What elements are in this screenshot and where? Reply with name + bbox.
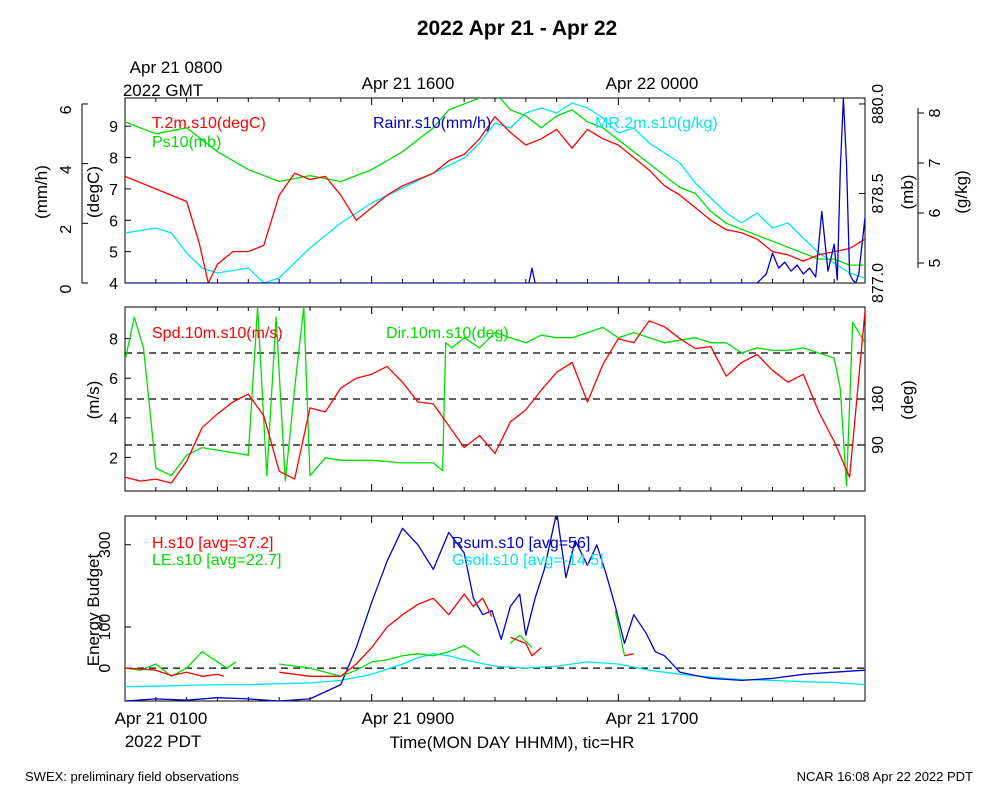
speed-axis-label: (m/s) <box>84 381 103 420</box>
series-line-energy <box>279 644 480 677</box>
series-line-temp <box>125 116 865 283</box>
bottom-time-label-1: Apr 21 0100 <box>115 709 208 728</box>
bottom-time-label-2: Apr 21 0900 <box>362 709 455 728</box>
bottom-time-label-3: Apr 21 1700 <box>606 709 699 728</box>
legend-latent-heat: LE.s10 [avg=22.7] <box>152 552 281 569</box>
pres-tick-label: 880.0 <box>870 84 887 124</box>
legend-net-radiation: Rsum.s10 [avg=56] <box>452 535 590 552</box>
speed-tick-label: 6 <box>109 371 118 388</box>
x-axis-label: Time(MON DAY HHMM), tic=HR <box>390 733 635 752</box>
wind-panel: 2 4 6 8 (m/s) 90 180 (deg) Spd.10m.s10(m/s) Dir.1… <box>84 306 917 492</box>
speed-tick-label: 2 <box>109 450 118 467</box>
pres-axis-label: (mb) <box>898 175 917 210</box>
series-line-energy <box>279 593 493 677</box>
mr-tick-label: 8 <box>927 108 944 117</box>
energy-tick-label: 300 <box>97 531 114 558</box>
series-line-energy <box>125 651 237 677</box>
rain-tick-label: 0 <box>58 284 75 293</box>
top-time-label-3: Apr 22 0000 <box>606 74 699 93</box>
mr-tick-label: 6 <box>927 208 944 217</box>
legend-soil-flux: Gsoil.s10 [avg=-14.5] <box>452 552 604 569</box>
series-line-energy <box>509 634 533 649</box>
series-line-energy <box>624 653 634 657</box>
temp-tick-label: 6 <box>109 213 118 230</box>
legend-speed: Spd.10m.s10(m/s) <box>152 325 283 342</box>
energy-axis-label: Energy Budget <box>84 553 103 666</box>
bottom-time-zone: 2022 PDT <box>125 732 202 751</box>
energy-tick-label: 100 <box>97 614 114 641</box>
legend-rain: Rainr.s10(mm/h) <box>373 115 491 132</box>
top-time-zone: 2022 GMT <box>123 81 203 100</box>
series-line-direction <box>125 307 865 487</box>
rain-tick-label: 2 <box>58 225 75 234</box>
temp-tick-label: 9 <box>109 119 118 136</box>
rain-tick-label: 6 <box>58 105 75 114</box>
pres-tick-label: 877.0 <box>870 263 887 303</box>
legend-sensible-heat: H.s10 [avg=37.2] <box>152 535 273 552</box>
legend-direction: Dir.10m.s10(deg) <box>386 325 509 342</box>
temp-axis-label: (degC) <box>84 166 103 218</box>
series-line-energy <box>125 653 865 688</box>
direction-tick-label: 90 <box>870 436 887 454</box>
speed-tick-label: 8 <box>109 332 118 349</box>
series-line-rain <box>125 98 865 283</box>
temp-tick-label: 8 <box>109 151 118 168</box>
rain-axis-label: (mm/h) <box>32 165 51 219</box>
speed-tick-label: 4 <box>109 411 118 428</box>
rain-tick-label: 4 <box>58 165 75 174</box>
series-line-energy <box>125 667 224 677</box>
top-time-label-2: Apr 21 1600 <box>362 74 455 93</box>
temp-tick-label: 4 <box>109 276 118 293</box>
top-time-label-1: Apr 21 0800 <box>130 58 223 77</box>
meteorology-panel: 0 2 4 6 (mm/h) 4 5 6 7 8 9 (degC) 877.0 878.5 880.0 (mb… <box>32 84 971 303</box>
footer-right: NCAR 16:08 Apr 22 2022 PDT <box>797 769 973 784</box>
direction-tick-label: 180 <box>870 386 887 413</box>
legend-pressure: Ps10(mb) <box>152 134 221 151</box>
pres-tick-label: 878.5 <box>870 173 887 213</box>
temp-tick-label: 5 <box>109 245 118 262</box>
legend-mixing-ratio: MR.2m.s10(g/kg) <box>595 115 718 132</box>
series-line-speed <box>125 310 865 484</box>
direction-axis-label: (deg) <box>898 380 917 420</box>
series-line-mr <box>125 102 865 283</box>
legend-temp: T.2m.s10(degC) <box>152 115 266 132</box>
footer-left: SWEX: preliminary field observations <box>25 769 239 784</box>
mr-tick-label: 5 <box>927 258 944 267</box>
chart-title: 2022 Apr 21 - Apr 22 <box>417 17 617 40</box>
series-line-energy <box>510 636 542 657</box>
mr-tick-label: 7 <box>927 158 944 167</box>
energy-tick-label: 0 <box>97 664 114 673</box>
mr-axis-label: (g/kg) <box>952 170 971 213</box>
series-line-energy <box>614 610 626 656</box>
temp-tick-label: 7 <box>109 182 118 199</box>
